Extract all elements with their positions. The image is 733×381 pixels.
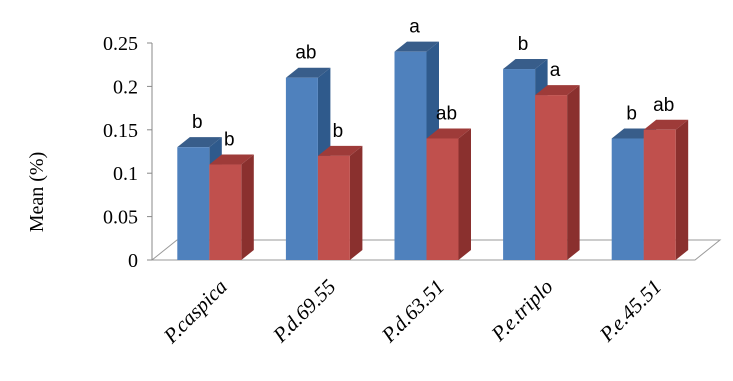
x-category-label: P.caspica [158,275,232,349]
bar-s0-0-top [177,137,222,148]
significance-label: a [550,60,561,81]
significance-label: b [333,121,344,142]
y-tick-label: 0.05 [103,207,138,229]
bar-s1-1 [317,145,363,260]
x-category-label: P.d.69.55 [267,275,340,348]
bar-s0-2-front [394,51,427,261]
bar-s1-3-front [535,95,568,260]
x-category-label: P.e.45.51 [594,275,666,347]
bar-s1-4-side [675,119,689,260]
y-tick-label: 0 [128,250,138,272]
bar-s1-2-front [426,138,459,260]
significance-label: ab [653,95,674,116]
y-axis: 0 0.05 0.1 0.15 0.2 0.25 [103,33,153,272]
bar-s0-4-front [611,138,644,260]
bar-s0-0-front [177,147,210,260]
bar-s1-0-front [209,164,242,260]
significance-label: ab [436,103,457,124]
bar-s1-1-side [349,145,363,260]
x-category-label: P.d.63.51 [376,275,449,348]
significance-label: b [224,130,235,151]
bar-s1-4-top [643,119,689,130]
bars [177,41,689,261]
bar-s1-0 [209,154,254,260]
bar-s1-2-side [458,128,471,260]
y-tick-label: 0.25 [103,33,138,55]
significance-label: b [518,34,529,55]
bar-s0-3-top [503,59,548,70]
significance-label: a [409,17,420,38]
bar-s1-4 [643,119,689,260]
x-category-label: P.e.triplo [486,275,558,347]
y-axis-title: Mean (%) [26,152,48,233]
bar-s1-1-top [317,145,363,156]
bar-s1-0-top [209,154,254,165]
bar-s1-3-top [535,85,580,96]
bar-s1-4-front [643,129,676,260]
significance-label: b [626,103,637,124]
bar-s1-3 [535,85,580,260]
bar-s0-1-top [285,67,331,78]
significance-label: ab [295,43,316,64]
bar-s1-2 [426,128,471,260]
bar-s1-1-front [317,155,350,260]
bar-s0-3-front [503,69,536,260]
y-tick-label: 0.1 [113,163,138,185]
bar-s1-2-top [426,128,471,139]
bar-s1-0-side [241,154,254,260]
y-tick-label: 0.2 [113,76,138,98]
y-tick-label: 0.15 [103,120,138,142]
bar-s0-2-top [394,41,439,52]
bar-s1-3-side [567,85,580,260]
significance-label: b [192,112,203,133]
bar-s0-1-front [285,77,318,260]
